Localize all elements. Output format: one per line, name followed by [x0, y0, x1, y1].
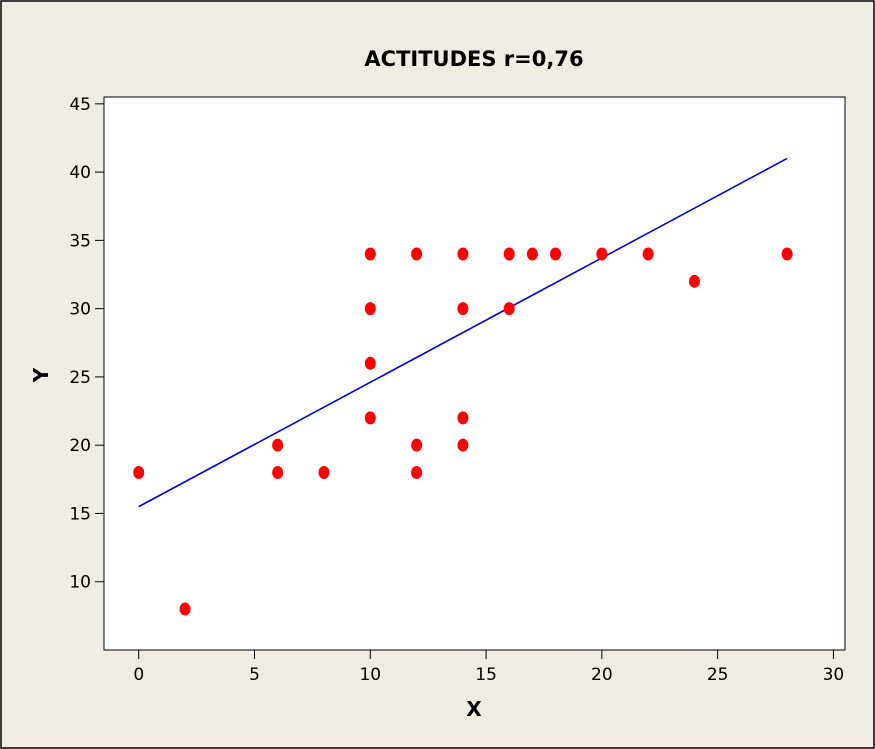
- data-point: [318, 465, 330, 479]
- data-point: [642, 247, 654, 261]
- data-point: [596, 247, 608, 261]
- data-points: [133, 247, 793, 616]
- x-tick-label: 15: [475, 665, 497, 685]
- x-tick-label: 0: [133, 665, 144, 685]
- x-tick-label: 25: [707, 665, 729, 685]
- data-point: [272, 465, 284, 479]
- y-tick-label: 20: [69, 436, 91, 456]
- y-tick-label: 40: [69, 163, 91, 183]
- y-tick-label: 45: [69, 95, 91, 115]
- y-axis-label: Y: [29, 367, 53, 383]
- y-tick-label: 15: [69, 504, 91, 524]
- data-point: [411, 465, 423, 479]
- data-point: [503, 247, 515, 261]
- x-tick-label: 10: [359, 665, 381, 685]
- regression-line-layer: [138, 157, 788, 508]
- plot-area: [103, 96, 846, 651]
- x-tick-label: 5: [249, 665, 260, 685]
- x-axis-ticks: 0 5 10 15 20 25 30: [133, 650, 844, 685]
- data-point: [457, 438, 469, 452]
- data-point: [364, 356, 376, 370]
- data-point: [457, 247, 469, 261]
- data-point: [364, 247, 376, 261]
- regression-line: [138, 157, 788, 508]
- data-point: [503, 302, 515, 316]
- data-point: [526, 247, 538, 261]
- x-axis-label: X: [466, 697, 482, 721]
- y-tick-label: 25: [69, 368, 91, 388]
- y-axis-ticks: 10 15 20 25 30 35 40 45: [69, 95, 104, 593]
- data-point: [179, 602, 191, 616]
- data-point: [133, 465, 145, 479]
- data-point: [411, 247, 423, 261]
- y-tick-label: 30: [69, 300, 91, 320]
- chart-title: ACTITUDES r=0,76: [364, 47, 583, 71]
- data-point: [457, 411, 469, 425]
- y-tick-label: 10: [69, 573, 91, 593]
- data-point: [688, 274, 700, 288]
- data-point: [550, 247, 562, 261]
- data-point: [364, 302, 376, 316]
- data-point: [364, 411, 376, 425]
- data-point: [411, 438, 423, 452]
- x-tick-label: 30: [823, 665, 845, 685]
- data-point: [272, 438, 284, 452]
- data-point: [457, 302, 469, 316]
- data-point: [781, 247, 793, 261]
- x-tick-label: 20: [591, 665, 613, 685]
- y-tick-label: 35: [69, 231, 91, 251]
